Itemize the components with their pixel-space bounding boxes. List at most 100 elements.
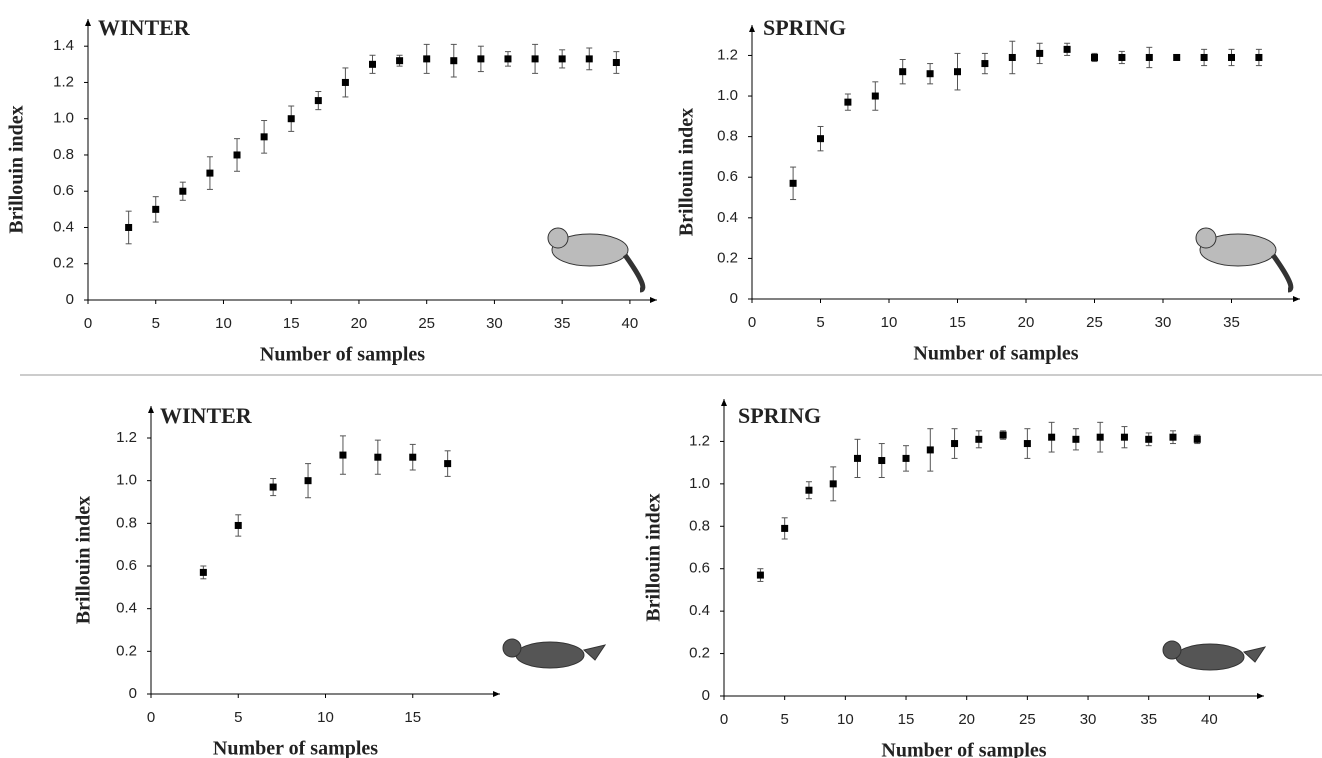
y-axis-label: Brillouin index <box>6 105 28 233</box>
x-axis-label: Number of samples <box>881 740 1046 758</box>
x-tick-label: 35 <box>1223 314 1240 331</box>
x-axis-arrow <box>1257 693 1264 699</box>
y-tick-label: 0 <box>66 291 74 308</box>
x-tick-label: 15 <box>283 315 300 332</box>
x-tick-label: 0 <box>84 315 92 332</box>
y-tick-label: 1.0 <box>116 472 137 489</box>
point <box>899 68 907 76</box>
point <box>1173 53 1181 61</box>
y-axis-label: Brillouin index <box>643 493 665 621</box>
y-tick-label: 0.2 <box>717 249 738 266</box>
point <box>1228 53 1235 61</box>
y-tick-label: 1.2 <box>717 46 738 63</box>
point <box>817 135 824 143</box>
point <box>999 431 1007 439</box>
chart-title: SPRING <box>763 15 846 40</box>
y-tick-label: 0 <box>730 290 738 307</box>
x-tick-label: 5 <box>234 709 242 726</box>
point <box>926 446 934 454</box>
point <box>1096 433 1104 441</box>
y-tick-label: 0.4 <box>53 218 74 235</box>
chart-title: WINTER <box>98 15 191 40</box>
y-tick-label: 1.2 <box>116 429 137 446</box>
x-tick-label: 20 <box>958 711 975 728</box>
y-tick-label: 0.8 <box>689 517 710 534</box>
y-tick-label: 0.4 <box>689 602 710 619</box>
y-tick-label: 0 <box>129 685 137 702</box>
point <box>902 454 910 462</box>
x-tick-label: 20 <box>351 315 368 332</box>
x-tick-label: 15 <box>404 709 421 726</box>
point <box>981 60 989 68</box>
point <box>314 97 322 105</box>
point <box>125 223 133 231</box>
point <box>423 55 431 63</box>
point <box>612 59 620 67</box>
x-tick-label: 5 <box>152 315 160 332</box>
y-tick-label: 1.2 <box>53 73 74 90</box>
point <box>260 133 268 141</box>
x-tick-label: 20 <box>1018 314 1035 331</box>
point <box>1120 433 1128 441</box>
point <box>369 60 376 68</box>
point <box>781 524 789 532</box>
y-tick-label: 0.2 <box>689 645 710 662</box>
point <box>1023 440 1031 448</box>
x-tick-label: 25 <box>1086 314 1103 331</box>
x-tick-label: 40 <box>1201 711 1218 728</box>
y-tick-label: 0.6 <box>116 557 137 574</box>
x-axis-arrow <box>493 691 500 697</box>
point <box>341 78 349 86</box>
y-axis-label: Brillouin index <box>676 108 698 236</box>
x-tick-label: 10 <box>317 709 334 726</box>
y-tick-label: 1.2 <box>689 432 710 449</box>
chart-title: WINTER <box>160 403 253 428</box>
x-axis-label: Number of samples <box>913 343 1078 365</box>
point <box>1145 53 1153 61</box>
point <box>339 451 347 459</box>
y-tick-label: 1.0 <box>53 110 74 127</box>
y-tick-label: 0.8 <box>53 146 74 163</box>
x-axis-arrow <box>650 297 657 303</box>
x-tick-label: 0 <box>720 711 728 728</box>
point <box>1063 45 1071 53</box>
point <box>558 55 566 63</box>
point <box>1200 53 1208 61</box>
point <box>789 179 797 187</box>
snow-leopard-icon <box>547 227 1294 293</box>
y-tick-label: 0.2 <box>116 642 137 659</box>
point <box>951 440 959 448</box>
y-tick-label: 1.4 <box>53 37 74 54</box>
point <box>756 571 764 579</box>
point <box>409 453 417 461</box>
point <box>477 55 485 63</box>
y-tick-label: 1.0 <box>717 87 738 104</box>
x-tick-label: 25 <box>418 315 435 332</box>
x-tick-label: 10 <box>881 314 898 331</box>
point <box>829 480 837 488</box>
x-tick-label: 5 <box>816 314 824 331</box>
x-tick-label: 30 <box>1080 711 1097 728</box>
y-tick-label: 0 <box>702 687 710 704</box>
wolf-icon <box>502 638 1267 671</box>
x-tick-label: 0 <box>748 314 756 331</box>
x-axis-arrow <box>1293 296 1300 302</box>
point <box>975 435 983 443</box>
y-tick-label: 0.2 <box>53 255 74 272</box>
point <box>234 521 242 529</box>
x-tick-label: 35 <box>554 315 571 332</box>
y-axis-arrow <box>148 406 154 413</box>
point <box>1008 53 1016 61</box>
x-tick-label: 5 <box>781 711 789 728</box>
y-axis-label: Brillouin index <box>73 496 95 624</box>
y-tick-label: 0.6 <box>689 560 710 577</box>
y-tick-label: 0.6 <box>53 182 74 199</box>
point <box>1091 53 1098 61</box>
chart-title: SPRING <box>738 403 821 428</box>
point <box>199 568 207 576</box>
y-tick-label: 0.8 <box>717 128 738 145</box>
y-axis-arrow <box>85 19 91 26</box>
point <box>444 460 452 468</box>
x-tick-label: 40 <box>622 315 639 332</box>
point <box>374 453 382 461</box>
